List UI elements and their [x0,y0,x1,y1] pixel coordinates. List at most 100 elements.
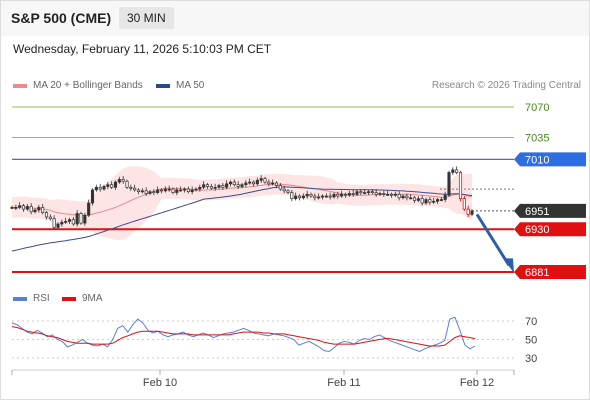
candle-body [44,212,49,218]
candle-body [148,191,152,194]
candle-body [48,216,52,220]
candle-body [205,184,210,187]
chart-header: S&P 500 (CME) 30 MIN [0,0,590,36]
rsi-tick-50: 50 [525,335,537,347]
candle-body [202,184,206,188]
x-tick-label: Feb 11 [327,377,360,389]
candle-body [359,191,363,194]
candle-body [274,182,279,186]
ma50-line [11,186,473,252]
chart-datetime: Wednesday, February 11, 2026 5:10:03 PM … [13,42,272,56]
legend-bollinger: MA 20 + Bollinger Bands [13,80,143,91]
candle-body [409,197,413,200]
candle-body [98,186,102,190]
candle-body [363,192,367,194]
candle-body [370,191,374,194]
candle-body [14,207,18,209]
candle-body [248,181,252,184]
candle-body [209,186,213,189]
legend-ma50: MA 50 [156,80,204,91]
candle-body [282,188,286,192]
candle-body [324,195,328,198]
candle-body [435,199,440,202]
legend-rsi: RSI [13,293,50,304]
candle-body [451,169,455,173]
candle-body [10,207,14,209]
candle-body [67,219,72,222]
candle-body [159,189,164,192]
timeframe-button[interactable]: 30 MIN [119,7,174,29]
candle-body [294,195,298,200]
candle-body [317,196,321,199]
candle-body [171,188,175,193]
candle-body [401,195,405,199]
candle-body [263,178,267,183]
candle-body [244,182,248,186]
candle-body [378,193,382,195]
candle-body [458,172,463,200]
candle-body [125,180,129,188]
candle-body [466,208,470,215]
candle-body [305,193,309,197]
candle-body [167,188,171,191]
candle-body [397,193,401,199]
rsi-ma-swatch [62,296,76,301]
candle-body [21,205,26,210]
current-price-tag [514,203,586,218]
candle-body [290,192,294,200]
candle-body [152,191,156,194]
candle-body [37,207,41,211]
next-target-tag [514,265,586,279]
candle-body [163,188,167,192]
candle-body [190,189,194,193]
candle-body [428,199,432,203]
candle-body [133,187,137,191]
candle-body [117,179,121,183]
candle-body [271,182,275,185]
candle-body [144,190,148,194]
candle-body [194,188,198,191]
candle-body [336,193,340,197]
candle-body [259,178,263,181]
candle-body [25,206,29,210]
candle-body [416,198,420,201]
candle-body [83,214,87,224]
candle-body [213,186,217,189]
candle-body [175,189,179,193]
credit-text: Research © 2026 Trading Central [431,80,581,91]
candle-body [87,202,91,216]
rsi-tick-70: 70 [525,316,537,328]
candle-body [389,193,394,196]
candle-body [182,188,187,191]
candle-body [140,190,144,193]
candle-body [332,193,336,198]
candle-body [447,172,451,196]
candle-body [29,206,33,213]
candle-body [64,221,68,223]
candle-body [56,223,60,228]
legend-rsi-ma: 9MA [62,293,103,304]
candle-body [236,184,240,187]
candle-body [443,194,447,200]
candle-body [228,181,233,185]
candle-body [102,186,106,190]
ma50-swatch [156,83,170,88]
candle-body [232,181,236,186]
candle-body [52,218,56,228]
candle-body [432,200,436,203]
candle-body [366,191,371,194]
candle-body [393,193,397,196]
candle-body [297,195,302,199]
candle-body [462,198,466,210]
candle-body [217,185,221,188]
candle-body [156,189,160,193]
rsi-label: RSI [33,293,50,304]
bollinger-swatch [13,83,27,88]
candle-body [405,195,409,199]
candle-body [374,192,378,195]
candle-body [41,207,45,213]
rsi-line [11,316,476,353]
rsi-tick-30: 30 [525,353,537,365]
candle-body [240,184,244,187]
projection-arrow [475,213,511,267]
